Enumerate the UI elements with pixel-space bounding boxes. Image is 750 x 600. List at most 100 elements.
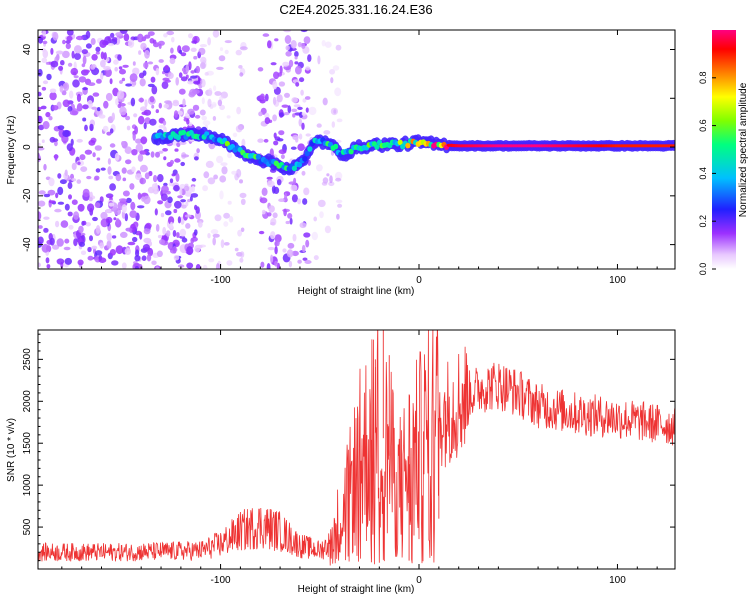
noise-blob: [91, 245, 98, 250]
noise-blob: [49, 88, 57, 94]
noise-blob: [77, 161, 81, 165]
noise-blob: [38, 211, 42, 221]
noise-blob: [103, 52, 107, 61]
noise-blob: [113, 59, 119, 65]
noise-blob: [125, 197, 132, 204]
noise-blob: [132, 132, 136, 141]
noise-blob: [257, 138, 264, 143]
noise-blob: [42, 121, 50, 130]
noise-blob: [291, 194, 298, 203]
noise-blob: [98, 257, 107, 264]
noise-blob: [109, 183, 116, 191]
noise-blob: [156, 250, 163, 258]
noise-blob: [224, 49, 229, 55]
noise-blob: [111, 235, 117, 239]
noise-blob: [62, 129, 70, 138]
noise-blob: [66, 143, 73, 152]
noise-blob: [143, 227, 151, 235]
noise-blob: [84, 124, 88, 132]
noise-blob: [187, 108, 195, 115]
noise-blob: [94, 250, 103, 256]
noise-blob: [43, 163, 47, 171]
noise-blob: [182, 98, 186, 107]
noise-blob: [303, 187, 310, 196]
noise-blob: [295, 82, 300, 87]
noise-blob: [138, 115, 145, 125]
noise-blob: [171, 173, 176, 177]
noise-blob: [291, 250, 299, 257]
noise-blob: [94, 175, 100, 181]
noise-blob: [125, 115, 131, 121]
noise-blob: [273, 140, 279, 146]
noise-blob: [298, 118, 303, 127]
ridge-core: [405, 142, 411, 149]
noise-blob: [82, 55, 87, 65]
noise-blob: [199, 44, 207, 48]
noise-blob: [284, 35, 292, 44]
noise-blob: [48, 177, 55, 187]
noise-blob: [46, 73, 52, 81]
noise-blob: [73, 45, 82, 54]
noise-blob: [304, 260, 312, 264]
noise-blob: [150, 76, 156, 83]
noise-blob: [38, 124, 45, 131]
noise-blob: [202, 264, 208, 269]
noise-blob: [168, 216, 175, 225]
noise-blob: [119, 68, 126, 75]
noise-blob: [290, 40, 297, 49]
noise-blob: [113, 217, 117, 221]
noise-blob: [200, 56, 207, 64]
noise-blob: [335, 177, 342, 182]
noise-blob: [237, 229, 243, 237]
noise-blob: [155, 67, 160, 76]
noise-blob: [179, 49, 183, 55]
noise-blob: [140, 42, 147, 51]
noise-blob: [43, 193, 51, 198]
colorbar: 0.0 0.2 0.4 0.6 0.8 Normalized spectral ampl…: [698, 30, 749, 275]
noise-blob: [133, 113, 138, 118]
noise-blob: [290, 146, 297, 150]
noise-blob: [321, 181, 328, 186]
noise-blob: [147, 83, 155, 88]
noise-blob: [65, 43, 71, 50]
noise-blob: [54, 208, 62, 213]
noise-blob: [220, 162, 228, 167]
noise-blob: [137, 192, 142, 200]
noise-blob: [55, 50, 64, 55]
noise-blob: [278, 198, 286, 202]
noise-blob: [216, 66, 224, 70]
noise-blob: [163, 156, 167, 161]
noise-blob: [87, 82, 96, 86]
noise-blob: [130, 201, 136, 211]
noise-blob: [173, 184, 180, 192]
noise-blob: [186, 246, 194, 256]
snr-series-line: [38, 330, 675, 566]
noise-blob: [196, 148, 200, 154]
noise-blob: [56, 238, 64, 247]
noise-blob: [266, 180, 275, 188]
noise-blob: [38, 190, 46, 195]
noise-blob: [80, 250, 87, 256]
noise-blob: [47, 189, 56, 196]
noise-blob: [76, 103, 83, 112]
noise-blob: [278, 81, 286, 87]
noise-blob: [162, 120, 167, 126]
noise-blob: [130, 97, 136, 107]
noise-blob: [241, 138, 246, 148]
ridge-core: [374, 144, 380, 150]
noise-blob: [147, 31, 155, 36]
noise-blob: [305, 107, 309, 113]
noise-blob: [84, 149, 93, 155]
noise-blob: [189, 195, 193, 202]
noise-blob: [321, 40, 326, 47]
noise-blob: [172, 230, 177, 237]
noise-blob: [169, 57, 176, 65]
spectral-ridge: [151, 126, 675, 176]
noise-blob: [88, 139, 96, 146]
noise-blob: [276, 94, 283, 103]
noise-blob: [62, 39, 66, 45]
y-tick-label: 2000: [22, 390, 33, 413]
noise-blob: [54, 140, 58, 147]
noise-blob: [207, 98, 212, 108]
noise-blob: [66, 30, 74, 36]
